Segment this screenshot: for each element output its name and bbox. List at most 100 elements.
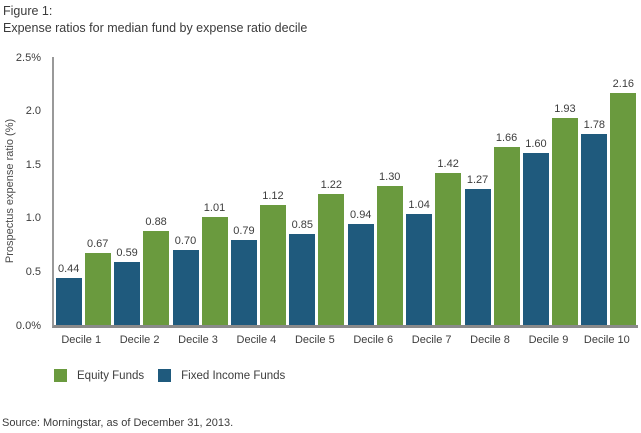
bar-with-label: 1.60 — [522, 138, 549, 325]
legend-item: Fixed Income Funds — [158, 369, 285, 382]
bar — [464, 188, 491, 325]
y-tick-label: 2.0 — [25, 105, 41, 118]
bar — [289, 233, 316, 325]
bar-groups: 0.44 0.67 0.59 0.88 0.70 1.01 0.79 1.12 0.85 1.22… — [54, 57, 638, 325]
x-tick-label: Decile 5 — [294, 334, 335, 346]
x-tick-label: Decile 4 — [236, 334, 277, 346]
bar-with-label: 0.94 — [347, 209, 374, 325]
bar — [551, 118, 578, 325]
bar-value-label: 1.27 — [466, 173, 489, 186]
x-tick-label: Decile 10 — [583, 334, 630, 346]
bar-value-label: 0.94 — [350, 209, 372, 222]
x-tick-label: Decile 9 — [528, 334, 569, 346]
y-tick-label: 1.5 — [25, 158, 41, 171]
bar-value-label: 1.01 — [203, 201, 226, 214]
bar-with-label: 1.93 — [551, 103, 578, 325]
bar-group: 0.94 1.30 — [346, 171, 404, 325]
bar-with-label: 0.70 — [172, 234, 199, 325]
bar — [201, 216, 228, 325]
figure-title-block: Figure 1: Expense ratios for median fund… — [3, 3, 307, 37]
bar — [172, 249, 199, 325]
bar — [55, 277, 82, 325]
bar-with-label: 1.42 — [435, 157, 462, 325]
bar-with-label: 1.27 — [464, 173, 491, 325]
x-tick-label: Decile 1 — [61, 334, 102, 346]
bar-group: 1.04 1.42 — [404, 158, 462, 325]
bar — [84, 253, 111, 325]
bar-group: 1.27 1.66 — [463, 132, 521, 325]
bar-with-label: 1.78 — [581, 119, 608, 325]
bar-value-label: 1.78 — [583, 119, 606, 132]
bar-value-label: 1.12 — [262, 189, 284, 202]
bar-value-label: 0.59 — [116, 246, 138, 259]
bar — [259, 204, 286, 325]
bar-value-label: 1.30 — [379, 170, 401, 183]
bar-group: 0.44 0.67 — [54, 238, 112, 325]
x-tick-label: Decile 6 — [353, 334, 394, 346]
bar-value-label: 1.22 — [320, 179, 343, 192]
bar-value-label: 0.85 — [291, 218, 314, 231]
x-tick-label: Decile 2 — [119, 334, 160, 346]
bar-group: 0.70 1.01 — [171, 202, 229, 325]
bar — [230, 240, 257, 325]
bar-value-label: 0.70 — [174, 234, 197, 247]
bar-with-label: 1.12 — [259, 189, 286, 325]
figure-label: Figure 1: — [3, 4, 53, 18]
legend-label: Equity Funds — [77, 369, 145, 382]
plot-area: 0.44 0.67 0.59 0.88 0.70 1.01 0.79 1.12 0.85 1.22… — [52, 57, 638, 328]
bar-value-label: 1.60 — [525, 138, 547, 151]
x-tick-label: Decile 7 — [411, 334, 452, 346]
bar-group: 0.85 1.22 — [288, 179, 346, 325]
bar-with-label: 1.01 — [201, 201, 228, 325]
x-tick-label: Decile 3 — [178, 334, 218, 346]
bar-with-label: 0.79 — [230, 225, 257, 325]
x-tick-label: Decile 8 — [470, 334, 510, 346]
bar-value-label: 0.67 — [86, 238, 109, 251]
source-note: Source: Morningstar, as of December 31, … — [2, 417, 234, 429]
bar-group: 1.78 2.16 — [580, 78, 638, 325]
bar — [143, 230, 170, 325]
bar-value-label: 1.93 — [554, 103, 576, 116]
bar-group: 0.59 0.88 — [112, 216, 170, 325]
legend-item: Equity Funds — [54, 369, 144, 382]
bar-value-label: 0.44 — [57, 262, 80, 275]
bar-value-label: 0.79 — [233, 225, 255, 238]
legend-label: Fixed Income Funds — [181, 369, 286, 382]
bar-value-label: 0.88 — [145, 215, 167, 228]
x-axis-labels: Decile 1 Decile 2 Decile 3 Decile 4 Decile 5… — [52, 334, 636, 346]
bar-with-label: 1.22 — [318, 179, 345, 325]
y-tick-label: 1.0 — [25, 212, 41, 225]
legend-swatch — [54, 369, 67, 382]
bar-value-label: 1.66 — [495, 132, 518, 145]
bar-with-label: 0.67 — [84, 238, 111, 325]
bar-with-label: 0.59 — [114, 246, 141, 325]
bar — [406, 213, 433, 325]
bar-value-label: 2.16 — [612, 78, 635, 91]
bar-with-label: 1.30 — [376, 170, 403, 325]
bar — [376, 185, 403, 325]
bar-group: 1.60 1.93 — [521, 103, 579, 325]
y-tick-label: 0.0% — [15, 319, 41, 332]
bar-group: 0.79 1.12 — [229, 190, 287, 325]
bar-with-label: 2.16 — [610, 78, 637, 325]
bar-value-label: 1.42 — [437, 157, 459, 170]
bar — [610, 93, 637, 325]
bar-with-label: 0.85 — [289, 218, 316, 325]
y-tick-label: 0.5 — [25, 265, 41, 278]
bar-value-label: 1.04 — [408, 198, 430, 211]
bar — [493, 147, 520, 325]
bar-with-label: 1.66 — [493, 132, 520, 325]
bar — [522, 153, 549, 325]
bar — [114, 261, 141, 325]
bar — [435, 172, 462, 325]
bar-with-label: 0.44 — [55, 262, 82, 325]
bar-with-label: 0.88 — [143, 215, 170, 325]
y-axis-ticks: 0.0% 0.5 1.0 1.5 2.0 2.5% — [0, 52, 46, 332]
y-tick-label: 2.5% — [15, 51, 41, 64]
bar — [318, 194, 345, 325]
figure-title: Expense ratios for median fund by expens… — [3, 21, 308, 35]
legend-swatch — [158, 369, 172, 382]
bar — [347, 224, 374, 325]
legend: Equity Funds Fixed Income Funds — [54, 369, 285, 382]
bar-with-label: 1.04 — [406, 198, 433, 325]
